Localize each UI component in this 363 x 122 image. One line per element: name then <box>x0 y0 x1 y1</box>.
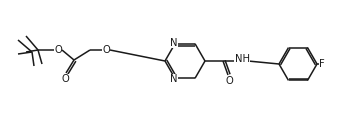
Text: O: O <box>61 74 69 84</box>
Text: N: N <box>170 74 178 84</box>
Text: F: F <box>319 59 325 69</box>
Text: O: O <box>225 76 233 86</box>
Text: N: N <box>170 38 178 48</box>
Text: O: O <box>54 45 62 55</box>
Text: O: O <box>102 45 110 55</box>
Text: NH: NH <box>234 54 249 64</box>
